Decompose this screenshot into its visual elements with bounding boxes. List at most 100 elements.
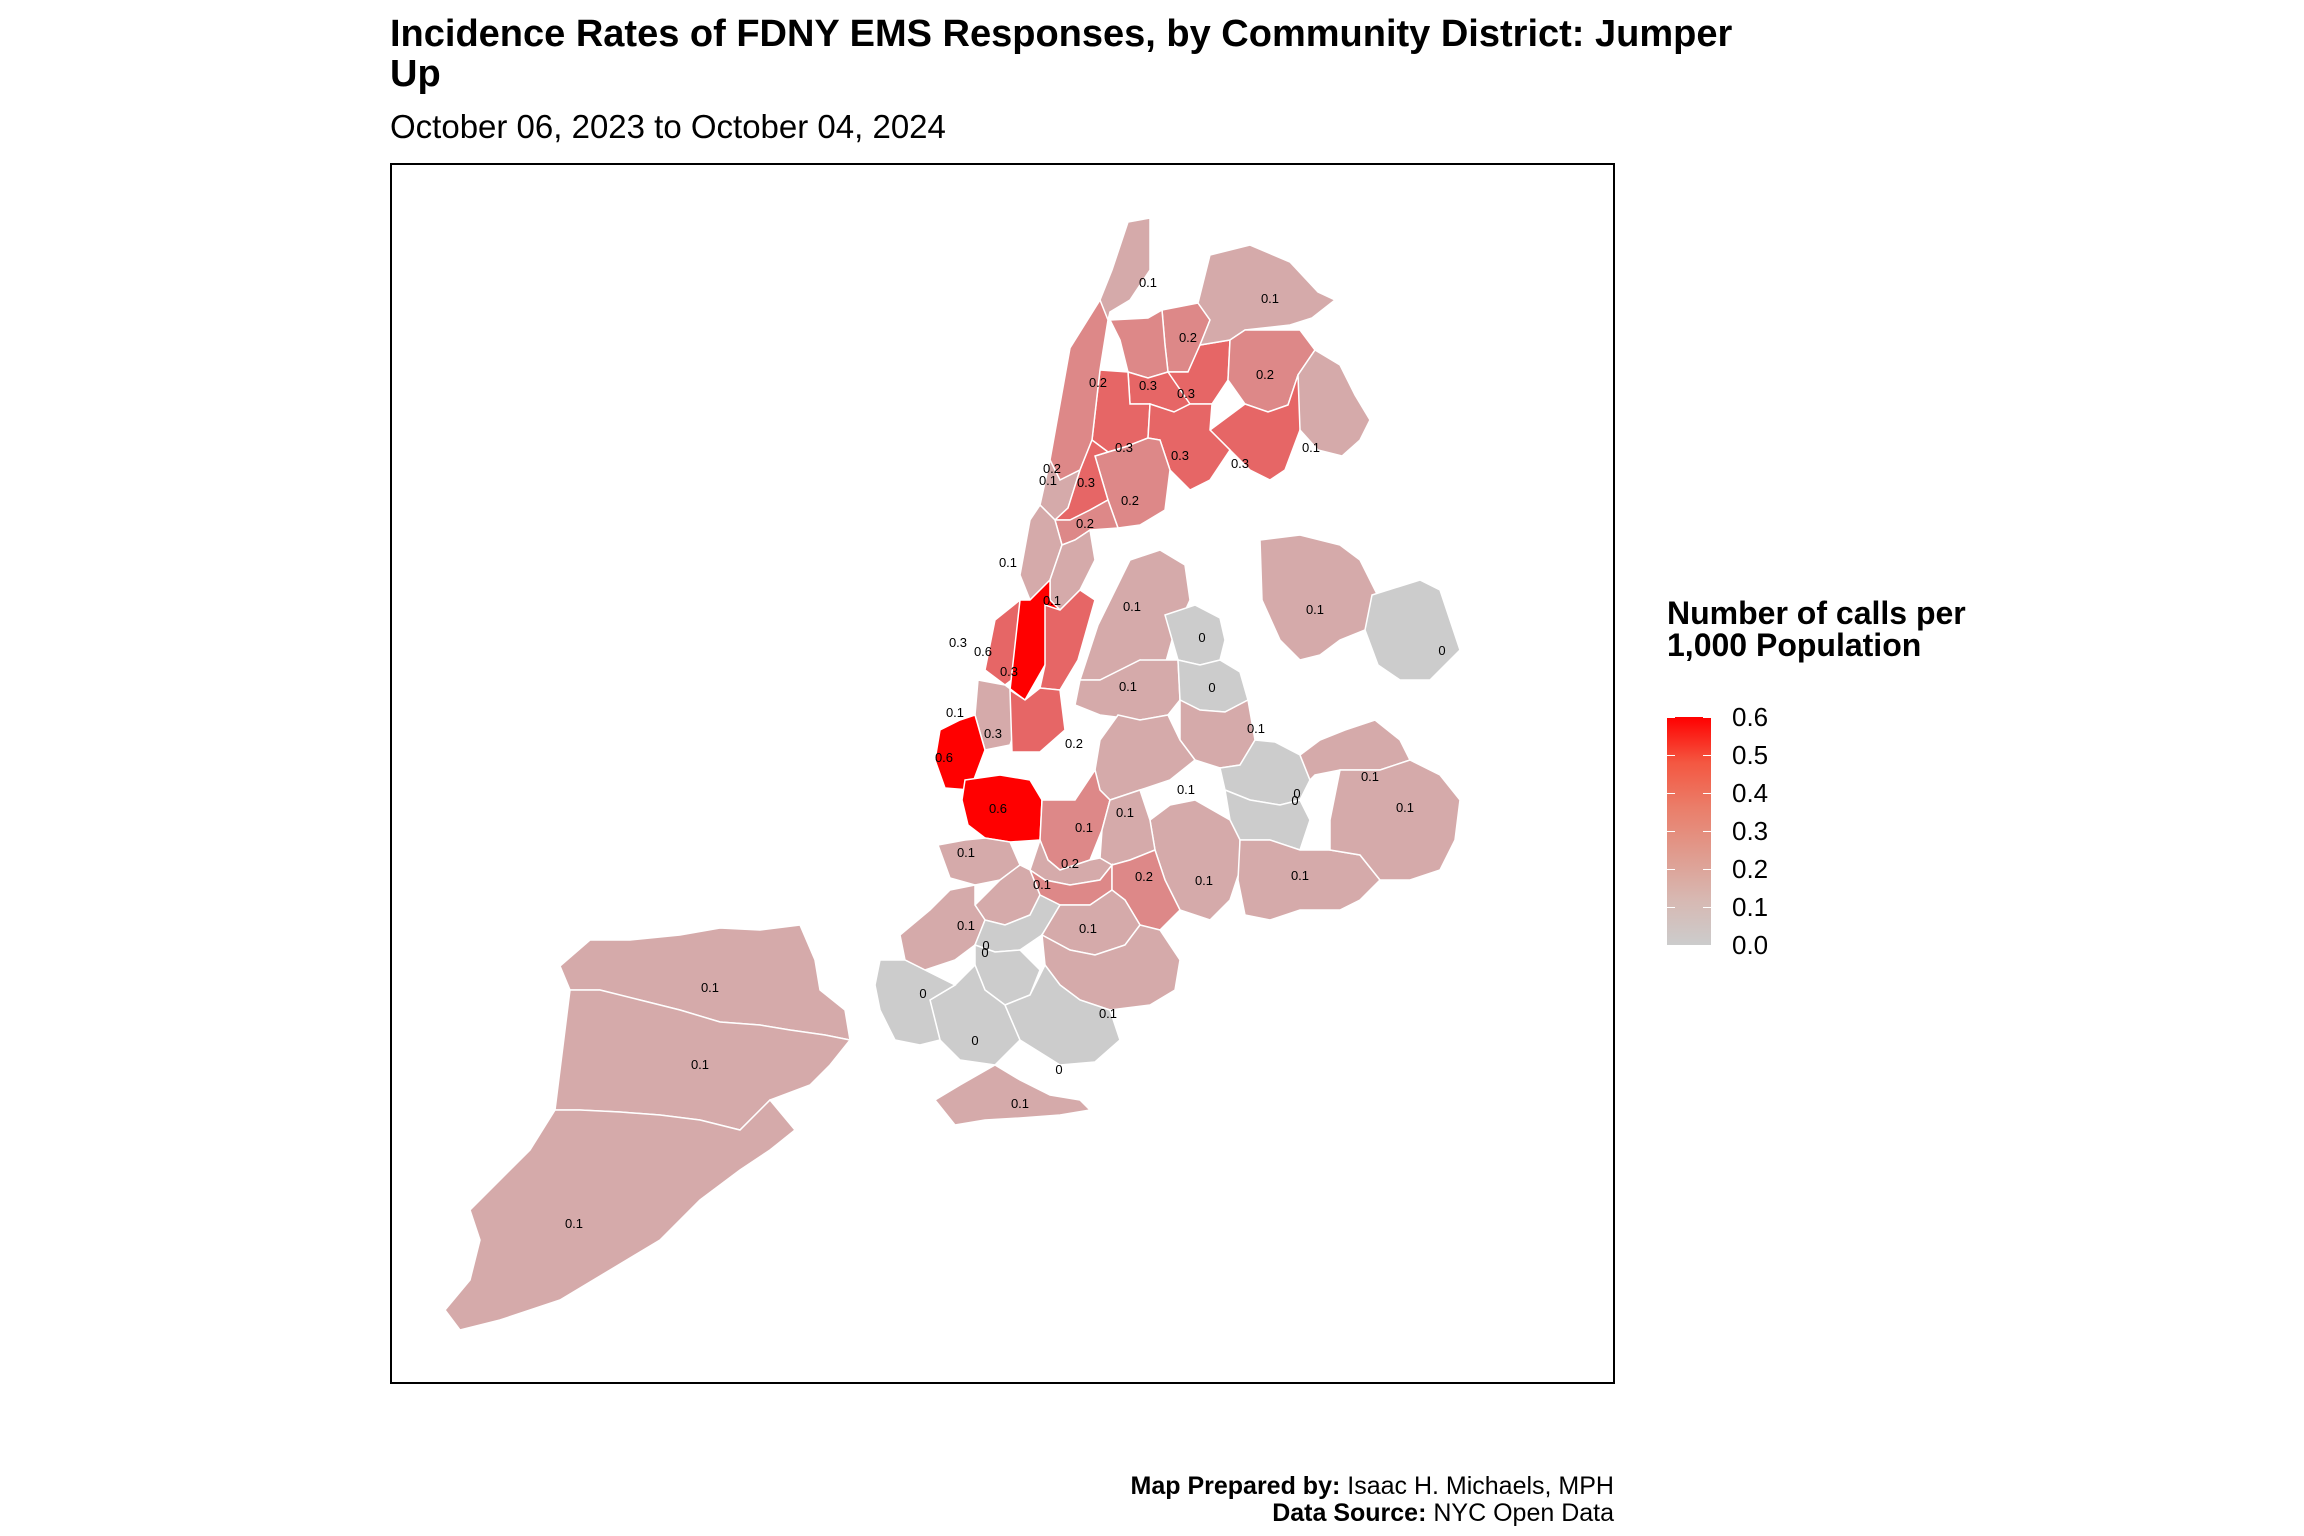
district-value-label: 0.3 bbox=[1177, 386, 1195, 401]
district-value-label: 0 bbox=[1438, 643, 1445, 658]
district-bronx-0 bbox=[1097, 217, 1151, 323]
legend-tick-mark bbox=[1667, 755, 1711, 756]
district-value-label: 0.2 bbox=[1043, 461, 1061, 476]
district-queens-37 bbox=[1329, 759, 1461, 881]
district-bronx-8 bbox=[1297, 348, 1371, 457]
district-value-label: 0.3 bbox=[1115, 440, 1133, 455]
district-value-label: 0.1 bbox=[1195, 873, 1213, 888]
district-value-label: 0.2 bbox=[1179, 330, 1197, 345]
district-value-label: 0.6 bbox=[989, 801, 1007, 816]
legend-tick-mark bbox=[1667, 907, 1711, 908]
district-value-label: 0.2 bbox=[1089, 375, 1107, 390]
legend-title: Number of calls per 1,000 Population bbox=[1667, 595, 1966, 663]
district-value-label: 0.2 bbox=[1121, 493, 1139, 508]
legend-tick-mark bbox=[1667, 869, 1711, 870]
district-value-label: 0 bbox=[1293, 786, 1300, 801]
district-value-label: 0.1 bbox=[1119, 679, 1137, 694]
district-value-label: 0.1 bbox=[999, 555, 1017, 570]
district-value-label: 0 bbox=[981, 945, 988, 960]
district-value-label: 0.1 bbox=[957, 918, 975, 933]
district-brooklyn-53 bbox=[874, 959, 957, 1046]
district-value-label: 0.1 bbox=[1177, 782, 1195, 797]
credit-prepared-value: Isaac H. Michaels, MPH bbox=[1347, 1472, 1614, 1500]
credit-source: Data Source: NYC Open Data bbox=[1131, 1500, 1614, 1527]
district-value-label: 0.6 bbox=[974, 644, 992, 659]
district-value-label: 0.1 bbox=[1079, 921, 1097, 936]
credits: Map Prepared by: Isaac H. Michaels, MPH … bbox=[1131, 1473, 1614, 1527]
map-panel: 0.1 0.2 0.2 0.3 0.3 0.1 0.2 0.3 0.1 0.3 0.3 0.2 0.2 0… bbox=[390, 163, 1615, 1384]
district-value-label: 0.1 bbox=[701, 980, 719, 995]
district-value-label: 0.1 bbox=[1306, 602, 1324, 617]
district-value-label: 0.1 bbox=[1139, 275, 1157, 290]
district-manhattan-22 bbox=[1009, 687, 1066, 753]
chart-title: Incidence Rates of FDNY EMS Responses, b… bbox=[390, 13, 1733, 95]
credit-prepared-label: Map Prepared by: bbox=[1130, 1472, 1341, 1500]
district-brooklyn-38 bbox=[961, 774, 1043, 843]
district-manhattan-23 bbox=[934, 714, 986, 791]
district-value-label: 0.3 bbox=[984, 726, 1002, 741]
district-value-label: 0.6 bbox=[935, 750, 953, 765]
district-queens-29 bbox=[1364, 579, 1461, 681]
district-value-label: 0.1 bbox=[1247, 721, 1265, 736]
legend-tick-label: 0.1 bbox=[1732, 892, 1769, 922]
district-value-label: 0.1 bbox=[1116, 805, 1134, 820]
district-value-label: 0.3 bbox=[1139, 378, 1157, 393]
legend-tick-label: 0.5 bbox=[1732, 740, 1769, 770]
district-value-label: 0.1 bbox=[946, 705, 964, 720]
credit-source-label: Data Source: bbox=[1272, 1499, 1427, 1527]
district-queens-36 bbox=[1237, 839, 1382, 921]
district-queens-28 bbox=[1259, 534, 1381, 661]
map-canvas: 0.1 0.2 0.2 0.3 0.3 0.1 0.2 0.3 0.1 0.3 0.3 0.2 0.2 0… bbox=[444, 217, 1461, 1331]
legend-tick-mark bbox=[1667, 945, 1711, 946]
district-manhattan-20 bbox=[1039, 589, 1096, 691]
district-value-label: 0.3 bbox=[1171, 448, 1189, 463]
district-value-label: 0.1 bbox=[1075, 820, 1093, 835]
district-value-label: 0 bbox=[919, 986, 926, 1001]
district-value-label: 0.1 bbox=[565, 1216, 583, 1231]
district-bronx-5 bbox=[1197, 244, 1337, 346]
district-value-label: 0.3 bbox=[949, 635, 967, 650]
legend-tick-label: 0.2 bbox=[1732, 854, 1769, 884]
district-queens-25 bbox=[1164, 604, 1226, 666]
district-brooklyn-52 bbox=[1004, 963, 1121, 1066]
district-value-label: 0.1 bbox=[1291, 868, 1309, 883]
district-staten-island-57 bbox=[444, 1098, 797, 1331]
legend-tick-label: 0.4 bbox=[1732, 778, 1769, 808]
district-value-label: 0.1 bbox=[1261, 291, 1279, 306]
district-bronx-2 bbox=[1108, 308, 1169, 379]
district-value-label: 0.2 bbox=[1061, 856, 1079, 871]
legend-tick-label: 0.0 bbox=[1732, 930, 1769, 960]
district-value-label: 0 bbox=[971, 1033, 978, 1048]
district-queens-31 bbox=[1094, 714, 1197, 801]
district-value-label: 0.2 bbox=[1076, 516, 1094, 531]
district-value-label: 0 bbox=[1291, 793, 1298, 808]
district-value-label: 0.1 bbox=[1043, 593, 1061, 608]
legend-tick-mark bbox=[1667, 831, 1711, 832]
chart-subtitle: October 06, 2023 to October 04, 2024 bbox=[390, 108, 946, 145]
legend-tick-label: 0.6 bbox=[1732, 702, 1769, 732]
district-value-label: 0.2 bbox=[1135, 869, 1153, 884]
legend-tick-mark bbox=[1667, 717, 1711, 718]
credit-source-value: NYC Open Data bbox=[1433, 1499, 1614, 1527]
legend-tick-mark bbox=[1667, 793, 1711, 794]
district-value-label: 0 bbox=[982, 938, 989, 953]
district-value-label: 0.2 bbox=[1065, 736, 1083, 751]
district-value-label: 0.1 bbox=[1123, 599, 1141, 614]
credit-prepared: Map Prepared by: Isaac H. Michaels, MPH bbox=[1131, 1473, 1614, 1500]
district-value-label: 0.1 bbox=[691, 1057, 709, 1072]
district-value-label: 0.3 bbox=[1000, 664, 1018, 679]
district-value-label: 0.2 bbox=[1256, 367, 1274, 382]
district-value-label: 0 bbox=[1198, 630, 1205, 645]
district-value-label: 0.1 bbox=[1099, 1006, 1117, 1021]
district-value-label: 0.1 bbox=[1302, 440, 1320, 455]
district-value-label: 0.3 bbox=[1231, 456, 1249, 471]
district-value-label: 0.1 bbox=[957, 845, 975, 860]
district-value-label: 0 bbox=[1055, 1062, 1062, 1077]
district-value-label: 0.3 bbox=[1077, 475, 1095, 490]
district-value-label: 0 bbox=[1208, 680, 1215, 695]
district-value-label: 0.1 bbox=[1039, 473, 1057, 488]
district-value-label: 0.1 bbox=[1361, 769, 1379, 784]
district-value-label: 0.1 bbox=[1033, 877, 1051, 892]
district-value-label: 0.1 bbox=[1011, 1096, 1029, 1111]
district-brooklyn-54 bbox=[933, 1064, 1092, 1126]
